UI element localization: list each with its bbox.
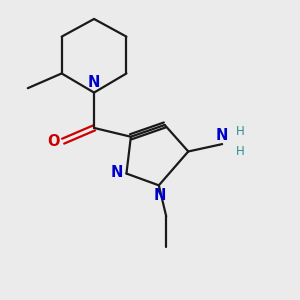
Text: H: H	[236, 125, 245, 138]
Text: O: O	[47, 134, 60, 149]
Text: N: N	[154, 188, 167, 203]
Text: N: N	[110, 165, 123, 180]
Text: H: H	[236, 145, 245, 158]
Text: N: N	[87, 75, 100, 90]
Text: N: N	[216, 128, 228, 142]
